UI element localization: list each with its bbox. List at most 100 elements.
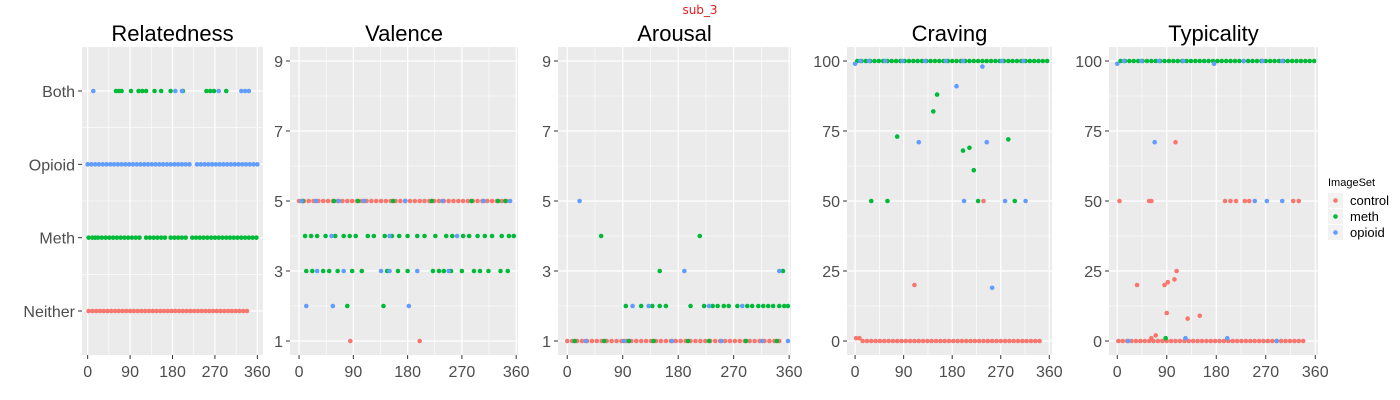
- data-point-control: [398, 198, 403, 204]
- data-point-meth: [212, 235, 218, 240]
- data-point-control: [912, 338, 917, 344]
- data-point-control: [857, 335, 862, 341]
- data-point-meth: [449, 233, 455, 239]
- data-point-opioid: [1152, 139, 1157, 145]
- data-point-meth: [459, 268, 465, 274]
- data-point-meth: [429, 198, 435, 204]
- data-point-meth: [422, 233, 427, 239]
- data-point-opioid: [157, 162, 162, 167]
- data-point-meth: [341, 233, 346, 239]
- series-control: [1116, 139, 1306, 344]
- data-point-control: [877, 338, 883, 344]
- data-point-control: [1287, 338, 1293, 344]
- data-point-meth: [975, 198, 981, 204]
- data-point-control: [1242, 198, 1248, 204]
- panel-relatedness: 0 90 180 270 360 Neither Meth Opioid Both Related…: [23, 21, 270, 381]
- data-point-control: [1233, 198, 1239, 204]
- x-tick-label: 0: [1113, 364, 1122, 381]
- data-point-control: [369, 198, 374, 204]
- data-point-meth: [1303, 58, 1308, 64]
- data-point-opioid: [224, 162, 230, 167]
- data-point-control: [240, 308, 246, 314]
- data-point-meth: [353, 233, 359, 239]
- data-point-opioid: [1211, 61, 1217, 67]
- data-point-meth: [349, 268, 355, 274]
- data-point-meth: [486, 268, 491, 274]
- data-point-control: [1153, 333, 1159, 338]
- data-point-control: [135, 308, 140, 314]
- data-point-opioid: [179, 88, 185, 94]
- data-point-meth: [928, 58, 933, 64]
- data-point-opioid: [646, 303, 651, 309]
- data-point-meth: [598, 233, 604, 239]
- data-point-opioid: [313, 198, 319, 204]
- data-point-meth: [231, 235, 237, 240]
- data-point-control: [873, 338, 878, 344]
- data-point-meth: [971, 167, 977, 173]
- data-point-control: [1246, 198, 1252, 204]
- data-point-opioid: [446, 268, 451, 274]
- data-point-opioid: [1021, 58, 1026, 64]
- data-point-opioid: [206, 162, 211, 167]
- data-point-meth: [137, 235, 142, 240]
- data-point-opioid: [852, 61, 858, 67]
- data-point-control: [1239, 338, 1244, 344]
- data-point-control: [1173, 139, 1178, 145]
- data-point-meth: [147, 235, 153, 240]
- data-point-meth: [980, 58, 985, 64]
- data-point-meth: [760, 303, 766, 309]
- data-point-control: [950, 338, 956, 344]
- data-point-control: [643, 338, 649, 344]
- data-point-control: [732, 338, 738, 344]
- x-tick-label: 270: [202, 364, 229, 381]
- data-point-meth: [749, 303, 755, 309]
- data-point-opioid: [440, 198, 445, 204]
- data-point-control: [180, 308, 186, 314]
- data-point-control: [638, 338, 644, 344]
- data-point-control: [142, 308, 148, 314]
- data-point-control: [633, 338, 639, 344]
- data-point-opioid: [719, 338, 724, 344]
- data-point-meth: [365, 233, 371, 239]
- y-tick-label: 3: [274, 264, 283, 281]
- data-point-meth: [331, 198, 337, 204]
- data-point-meth: [949, 58, 955, 64]
- data-point-opioid: [160, 162, 166, 167]
- data-point-meth: [638, 303, 644, 309]
- data-point-meth: [168, 235, 173, 240]
- data-point-opioid: [740, 303, 745, 309]
- y-tick-label: 0: [1093, 334, 1102, 351]
- data-point-meth: [863, 58, 869, 64]
- data-point-meth: [155, 235, 160, 240]
- data-point-meth: [499, 233, 505, 239]
- x-tick-label: 270: [1252, 364, 1279, 381]
- data-point-meth: [1118, 58, 1123, 64]
- data-point-control: [1165, 279, 1171, 285]
- series-meth: [86, 88, 259, 240]
- data-point-control: [124, 308, 129, 314]
- data-point-control: [116, 308, 122, 314]
- data-point-control: [218, 308, 223, 314]
- data-point-control: [157, 308, 163, 314]
- data-point-opioid: [583, 338, 589, 344]
- data-point-control: [451, 198, 456, 204]
- legend-item-control: control: [1328, 193, 1389, 208]
- data-point-control: [959, 338, 965, 344]
- data-point-opioid: [255, 162, 260, 167]
- x-tick-label: 360: [503, 364, 530, 381]
- legend-key-opioid: [1333, 230, 1338, 235]
- data-point-opioid: [91, 88, 96, 94]
- data-point-control: [1028, 338, 1034, 344]
- x-tick-label: 0: [83, 364, 92, 381]
- data-point-control: [345, 198, 350, 204]
- y-tick-label: 3: [542, 264, 551, 281]
- data-point-control: [1228, 198, 1233, 204]
- data-point-opioid: [961, 198, 967, 204]
- data-point-opioid: [209, 162, 215, 167]
- y-tick-label: 5: [542, 194, 551, 211]
- data-point-meth: [220, 235, 225, 240]
- y-tick-label: Both: [42, 84, 75, 101]
- data-point-control: [150, 308, 156, 314]
- data-point-meth: [122, 235, 127, 240]
- data-point-control: [348, 338, 353, 344]
